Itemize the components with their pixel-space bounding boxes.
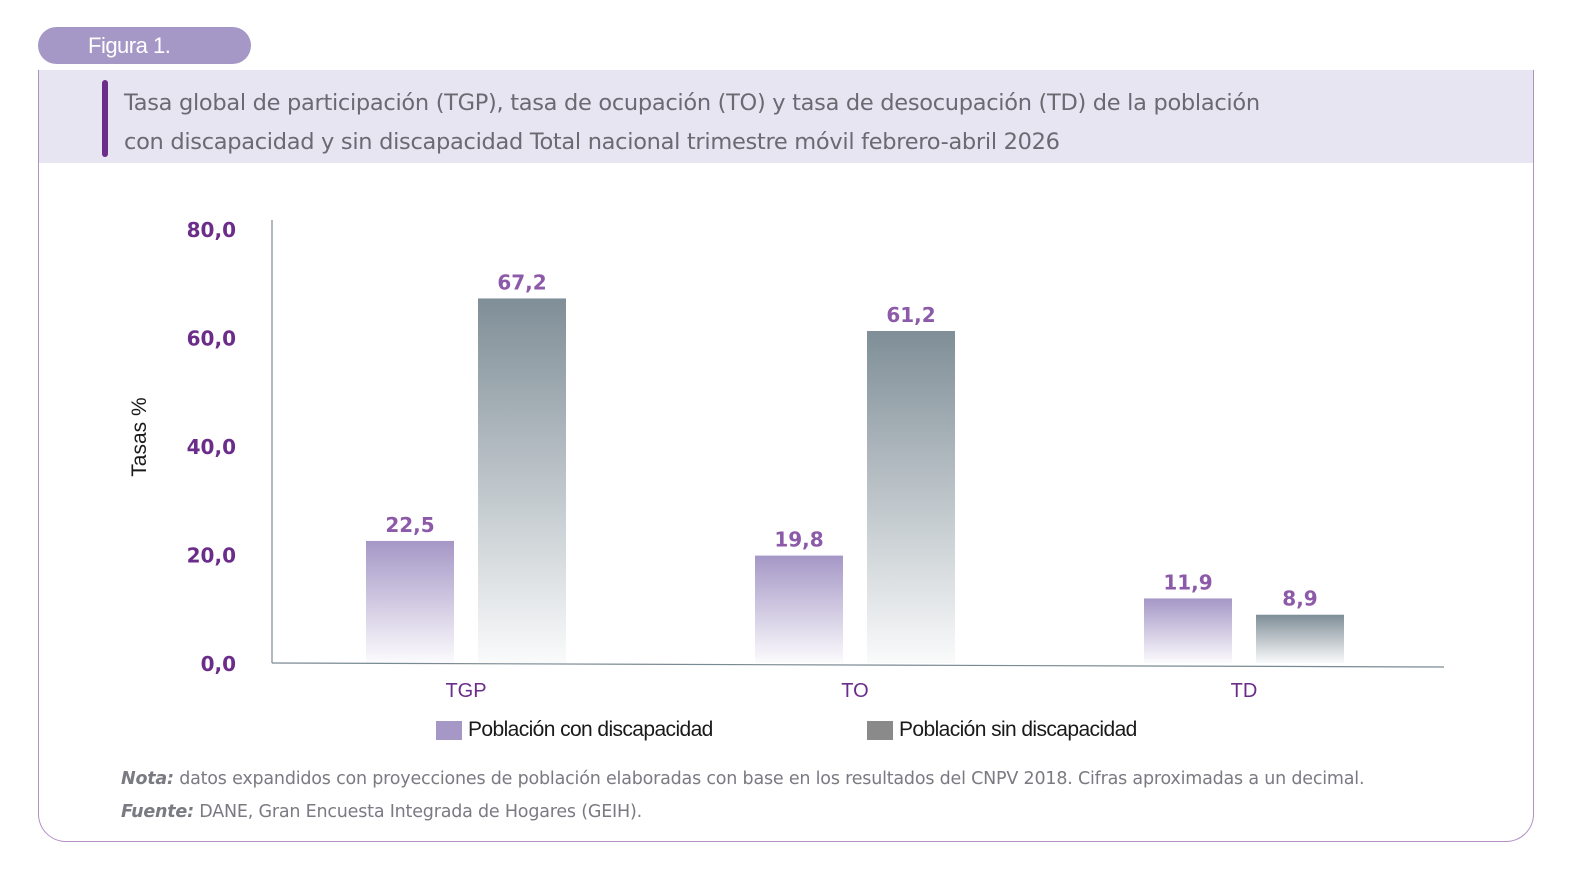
legend-item-con-discapacidad: Población con discapacidad [436, 716, 713, 744]
x-tick-label: TO [841, 680, 868, 702]
bar-con-discapacidad [755, 555, 843, 663]
x-tick-label: TGP [445, 680, 486, 702]
chart-title-line-1: Tasa global de participación (TGP), tasa… [124, 90, 1260, 116]
bar-con-discapacidad [1144, 598, 1232, 663]
y-tick-label: 80,0 [187, 218, 236, 242]
legend-swatch-sin-discapacidad [867, 720, 893, 740]
x-tick-label: TD [1231, 680, 1258, 702]
bar-sin-discapacidad [1256, 614, 1344, 663]
chart-title-line-2: con discapacidad y sin discapacidad Tota… [124, 129, 1060, 155]
nota-label: Nota: [121, 769, 174, 789]
y-axis-title: Tasas % [128, 397, 151, 476]
figure-frame [38, 70, 1534, 842]
value-label-con-discapacidad: 19,8 [774, 528, 823, 552]
fuente-label: Fuente: [121, 802, 194, 822]
y-tick-label: 0,0 [201, 652, 236, 676]
legend-item-sin-discapacidad: Población sin discapacidad [867, 716, 1137, 744]
y-tick-label: 40,0 [187, 435, 236, 459]
chart-title: Tasa global de participación (TGP), tasa… [124, 84, 1324, 162]
bar-sin-discapacidad [478, 298, 566, 663]
y-tick-label: 60,0 [187, 327, 236, 351]
value-label-con-discapacidad: 11,9 [1163, 570, 1212, 594]
legend-label-con-discapacidad: Población con discapacidad [468, 718, 713, 741]
value-label-sin-discapacidad: 67,2 [497, 270, 546, 294]
value-label-con-discapacidad: 22,5 [385, 513, 434, 537]
figure-label: Figura 1. [38, 27, 251, 64]
title-band [38, 70, 1534, 163]
value-label-sin-discapacidad: 8,9 [1282, 587, 1317, 611]
bar-con-discapacidad [366, 540, 454, 663]
footnotes: Nota: datos expandidos con proyecciones … [121, 763, 1365, 829]
legend-swatch-con-discapacidad [436, 720, 462, 740]
y-tick-label: 20,0 [187, 544, 236, 568]
nota-line: Nota: datos expandidos con proyecciones … [121, 763, 1365, 796]
value-label-sin-discapacidad: 61,2 [886, 303, 935, 327]
title-accent-bar [102, 80, 108, 157]
fuente-line: Fuente: DANE, Gran Encuesta Integrada de… [121, 796, 1364, 829]
fuente-text: DANE, Gran Encuesta Integrada de Hogares… [193, 802, 642, 822]
x-axis-line [271, 662, 1445, 668]
nota-text: datos expandidos con proyecciones de pob… [173, 769, 1365, 789]
legend-label-sin-discapacidad: Población sin discapacidad [899, 718, 1137, 741]
bar-sin-discapacidad [867, 330, 955, 663]
